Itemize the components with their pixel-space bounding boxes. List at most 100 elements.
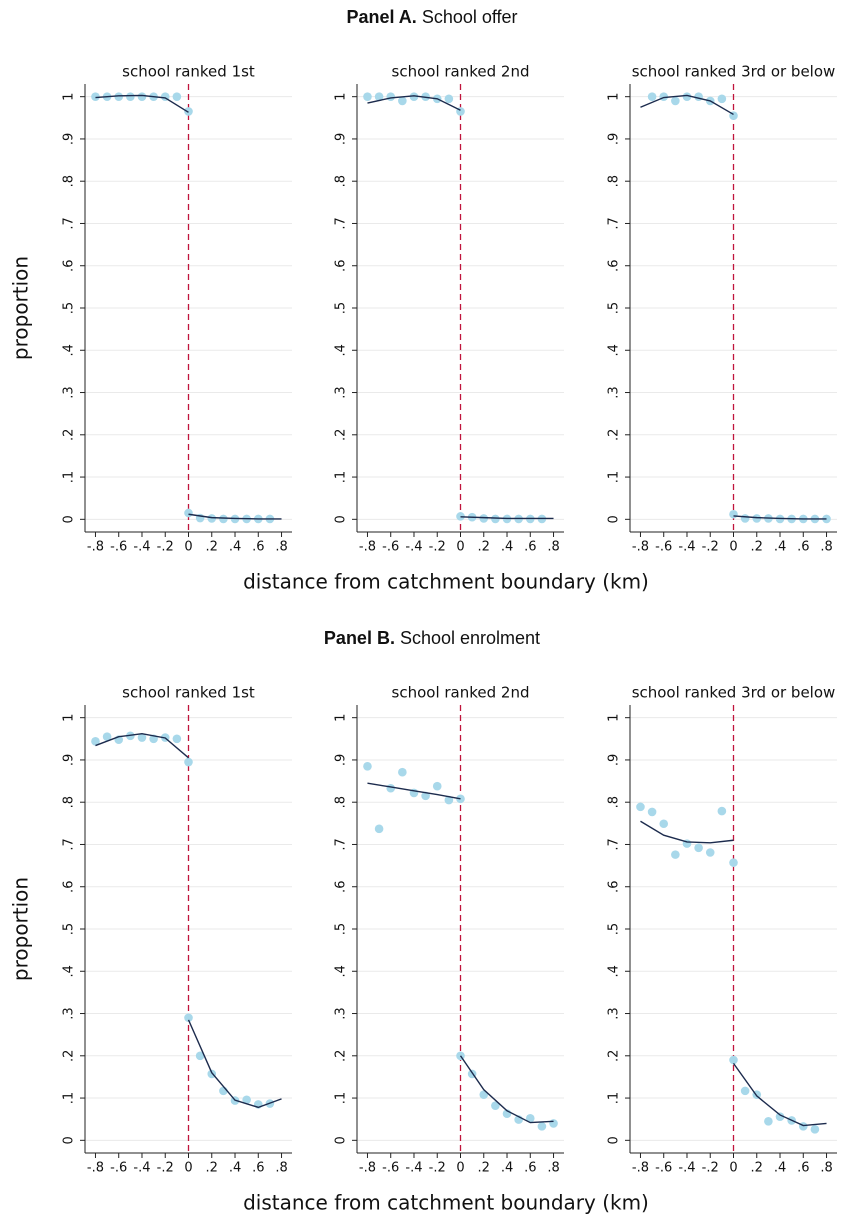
data-point [729,509,738,519]
data-point [91,92,100,101]
x-tick-label: .4 [774,1161,786,1176]
x-tick-label: -.2 [429,540,446,555]
x-tick-label: -.6 [110,540,127,555]
y-tick-label: 0 [607,515,622,523]
y-tick-label: .6 [607,881,622,893]
x-tick-label: .8 [547,1161,559,1176]
data-point [242,1095,251,1105]
data-point [91,737,100,746]
subplot-title: school ranked 2nd [392,63,530,81]
data-point [398,767,407,777]
x-tick-label: -.4 [678,1161,695,1176]
y-tick-label: .8 [62,175,77,187]
y-tick-label: .1 [62,1092,77,1104]
x-tick-label: .2 [751,540,763,555]
data-point [740,1086,750,1096]
y-tick-label: .9 [334,754,349,766]
x-tick-label: .6 [524,1161,536,1176]
x-tick-label: 0 [184,540,192,555]
x-tick-label: -.2 [157,540,174,555]
data-point [207,514,217,523]
panel-title: Panel A. School offer [346,7,517,27]
y-tick-label: .7 [334,838,349,850]
x-tick-label: .8 [820,540,832,555]
y-tick-label: .8 [607,175,622,187]
x-tick-label: -.2 [702,540,719,555]
x-axis-title: distance from catchment boundary (km) [243,1191,649,1215]
data-point [374,824,384,834]
fit-line [640,94,827,520]
data-point [647,807,657,817]
y-tick-label: .9 [607,133,622,145]
y-tick-label: .4 [607,965,622,977]
data-point [102,732,112,741]
data-point [705,848,715,857]
y-tick-label: .1 [334,471,349,483]
x-tick-label: 0 [729,540,737,555]
subplot-title: school ranked 1st [122,684,255,702]
y-tick-label: .4 [62,965,77,977]
data-point [137,92,147,101]
data-point [491,1101,500,1110]
data-point [184,107,193,116]
x-tick-label: .8 [275,540,287,555]
y-tick-label: 0 [334,515,349,523]
fit-line [367,95,554,520]
x-axis-title: distance from catchment boundary (km) [243,570,649,594]
data-point [444,94,454,104]
y-tick-label: .2 [62,1050,77,1062]
fit-line [367,782,554,1124]
data-point [810,1125,820,1134]
subplot-title: school ranked 1st [122,63,255,81]
data-point [694,843,703,853]
panel-title-text: School offer [422,7,518,27]
y-tick-label: .1 [334,1092,349,1104]
x-tick-label: -.6 [655,540,672,555]
data-point [386,783,396,793]
x-tick-label: .6 [797,540,809,555]
data-point [717,806,727,816]
y-tick-label: .9 [334,133,349,145]
data-point [363,92,372,101]
y-tick-label: 1 [607,93,622,101]
data-point [219,514,228,524]
fit-line [95,733,282,1109]
x-tick-label: -.4 [405,540,422,555]
y-tick-label: 0 [334,1136,349,1144]
x-tick-label: .2 [478,1161,490,1176]
data-point [775,1112,785,1121]
x-tick-label: .6 [252,1161,264,1176]
y-tick-label: .1 [607,471,622,483]
y-tick-label: .7 [334,217,349,229]
data-point [456,512,465,521]
data-point [822,514,831,524]
x-tick-label: -.2 [702,1161,719,1176]
y-tick-label: .5 [62,923,77,935]
data-point [636,802,645,812]
data-point [184,508,193,518]
y-tick-label: .3 [62,1007,77,1019]
data-point [363,761,372,771]
data-point [717,94,727,104]
data-point [184,757,193,767]
y-tick-label: .6 [334,260,349,272]
y-tick-label: .3 [62,386,77,398]
data-point [172,734,182,744]
x-tick-label: .8 [820,1161,832,1176]
y-tick-label: .9 [607,754,622,766]
y-tick-label: .2 [607,1050,622,1062]
x-tick-label: -.8 [87,1161,104,1176]
data-point [444,795,454,805]
y-tick-label: .3 [334,1007,349,1019]
y-tick-label: .3 [607,386,622,398]
x-tick-label: -.8 [359,1161,376,1176]
y-tick-label: .3 [607,1007,622,1019]
x-tick-label: 0 [456,540,464,555]
y-tick-label: .8 [62,796,77,808]
data-point [491,514,500,524]
data-point [798,1122,808,1131]
x-tick-label: .2 [206,1161,218,1176]
y-tick-label: 0 [62,515,77,523]
